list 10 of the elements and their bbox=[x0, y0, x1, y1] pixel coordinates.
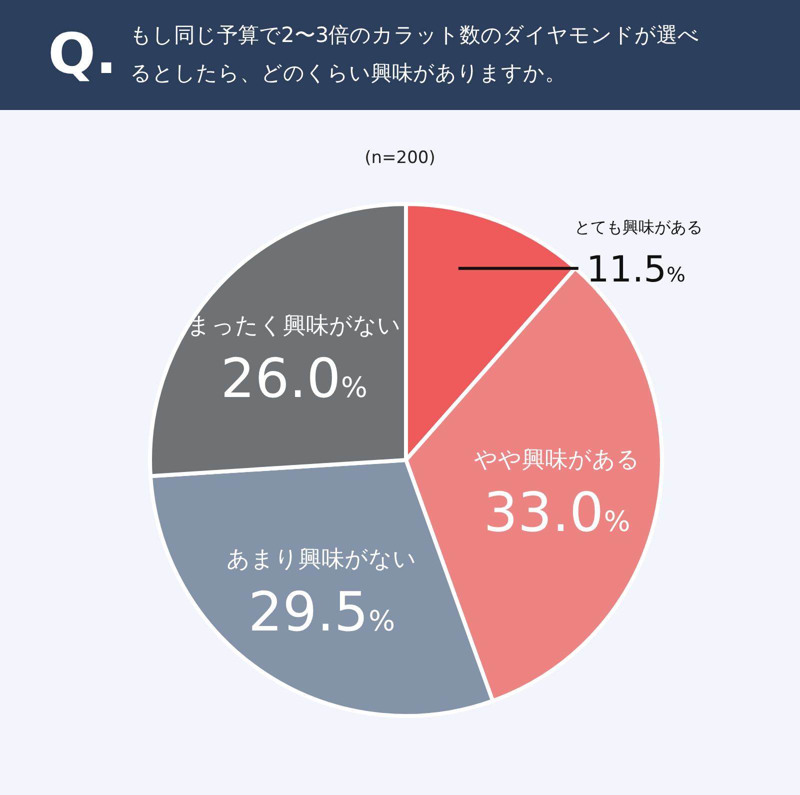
slice-label: まったく興味がない bbox=[187, 312, 402, 339]
slice-label: あまり興味がない bbox=[226, 546, 417, 572]
data-label: 29.5% bbox=[248, 580, 396, 644]
chart-subtitle: (n=200) bbox=[364, 148, 436, 168]
data-label: 11.5% bbox=[586, 249, 686, 290]
chart-title: Q. もし同じ予算で2〜3倍のカラット数のダイヤモンドが選べるとしたら、どのくらい興味がありますか。 bbox=[48, 21, 701, 89]
slice-label: やや興味がある bbox=[474, 446, 640, 473]
data-label: 33.0% bbox=[483, 480, 630, 544]
slice-label: とても興味がある bbox=[574, 217, 702, 236]
data-label: 26.0% bbox=[220, 346, 368, 410]
